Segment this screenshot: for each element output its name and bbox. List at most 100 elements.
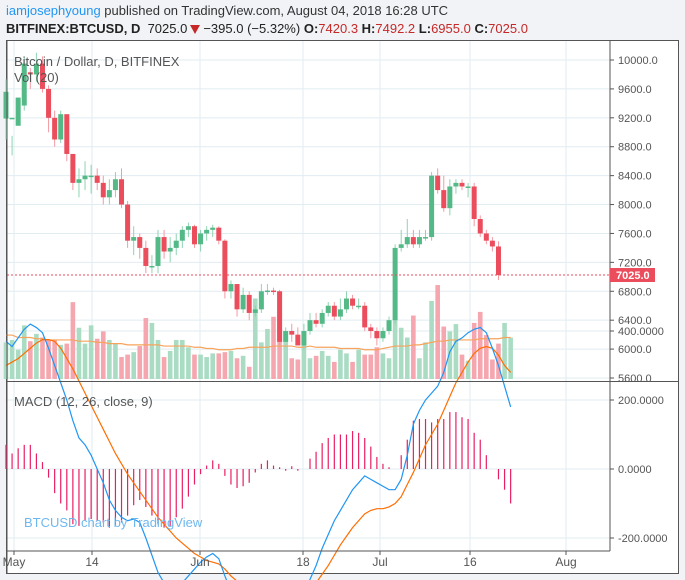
candle-down: [234, 284, 240, 310]
price-axis-label: 6800.0: [618, 286, 652, 298]
price-axis-label: 6000.0: [618, 344, 652, 356]
time-axis-label: Jun: [190, 555, 209, 569]
candle-up: [228, 284, 234, 292]
volume-bar: [186, 347, 191, 379]
volume-bar: [246, 366, 252, 379]
volume-bar: [113, 343, 118, 379]
volume-bar: [380, 353, 386, 379]
volume-bar: [228, 350, 234, 379]
price-axis-label: 8400.0: [618, 171, 652, 183]
time-axis-label: Jul: [372, 555, 387, 569]
price-axis-label: 7200.0: [618, 257, 652, 269]
price-change: −395.0 (−5.32%): [203, 21, 301, 36]
volume-bar: [3, 342, 9, 379]
candle-up: [88, 175, 94, 178]
volume-bar: [344, 353, 349, 379]
candle-up: [416, 237, 422, 245]
publish-info: iamjosephyoung published on TradingView.…: [6, 3, 448, 18]
price-axis-label: 10000.0: [618, 55, 658, 67]
volume-bar: [283, 341, 288, 379]
volume-bar: [265, 328, 270, 379]
candle-up: [252, 309, 258, 313]
volume-bar: [496, 343, 501, 379]
volume-ma-line: [6, 334, 511, 351]
price-axis-label: 8000.0: [618, 200, 652, 212]
candle-down: [368, 327, 374, 332]
volume-bar: [9, 339, 15, 379]
volume-bar: [88, 325, 94, 379]
volume-bar: [502, 322, 507, 379]
volume-bar: [289, 358, 295, 379]
volume-bar: [216, 353, 222, 379]
volume-bar: [271, 316, 276, 379]
candle-down: [216, 227, 222, 241]
candle-down: [374, 331, 380, 339]
volume-bar: [100, 331, 106, 379]
candle-down: [246, 294, 252, 313]
volume-bar: [398, 327, 404, 379]
candle-up: [325, 305, 331, 313]
candle-up: [149, 265, 155, 268]
volume-bar: [429, 300, 434, 379]
volume-bar: [173, 339, 179, 379]
volume-bar: [301, 338, 307, 379]
candle-up: [58, 114, 64, 140]
volume-bar: [46, 339, 51, 379]
candle-up: [465, 186, 471, 188]
candle-down: [100, 182, 106, 198]
volume-bar: [277, 319, 282, 379]
candle-down: [46, 88, 52, 118]
candle-down: [350, 298, 356, 306]
candle-down: [52, 117, 58, 140]
candle-down: [441, 190, 447, 209]
candle-down: [459, 182, 465, 187]
candle-up: [447, 186, 453, 209]
candle-down: [435, 175, 441, 191]
candle-up: [179, 229, 185, 241]
volume-bar: [392, 319, 398, 379]
close-value: 7025.0: [488, 21, 528, 36]
volume-bar: [34, 333, 39, 379]
candle-down: [289, 331, 295, 335]
candle-up: [307, 320, 313, 332]
time-axis-label: 14: [85, 555, 99, 569]
candle-down: [489, 240, 495, 247]
low-label: L:: [418, 21, 432, 36]
macd-pane-title: MACD (12, 26, close, 9): [14, 394, 153, 409]
candle-down: [477, 219, 483, 234]
volume-bar: [490, 359, 495, 379]
volume-bar: [362, 354, 368, 379]
volume-bar: [94, 338, 100, 379]
volume-bar: [180, 339, 185, 379]
time-axis-label: 18: [296, 555, 310, 569]
symbol-label: BITFINEX:BTCUSD, D: [6, 21, 141, 36]
candle-up: [9, 117, 15, 120]
volume-bar: [453, 324, 459, 379]
volume-bar: [161, 357, 167, 379]
volume-pane-title: Vol (20): [14, 70, 59, 85]
volume-bar: [210, 353, 216, 379]
last-price-tag: [610, 268, 655, 283]
open-label: O:: [303, 21, 319, 36]
candle-down: [70, 153, 76, 183]
time-axis-label: Aug: [555, 555, 576, 569]
volume-bar: [338, 349, 343, 379]
low-value: 6955.0: [431, 21, 471, 36]
volume-bar: [368, 354, 374, 379]
candle-up: [185, 226, 191, 230]
volume-bar: [471, 322, 477, 379]
volume-bar: [125, 354, 130, 379]
candle-up: [204, 229, 210, 234]
volume-bar: [508, 337, 513, 379]
candle-up: [283, 331, 289, 342]
close-label: C:: [474, 21, 489, 36]
candle-up: [398, 244, 404, 248]
volume-bar: [313, 355, 319, 379]
candle-up: [380, 331, 386, 339]
candle-up: [404, 237, 410, 245]
candle-up: [198, 233, 204, 245]
candle-up: [301, 331, 307, 346]
volume-bar: [21, 325, 27, 379]
author-link[interactable]: iamjosephyoung: [6, 3, 101, 18]
